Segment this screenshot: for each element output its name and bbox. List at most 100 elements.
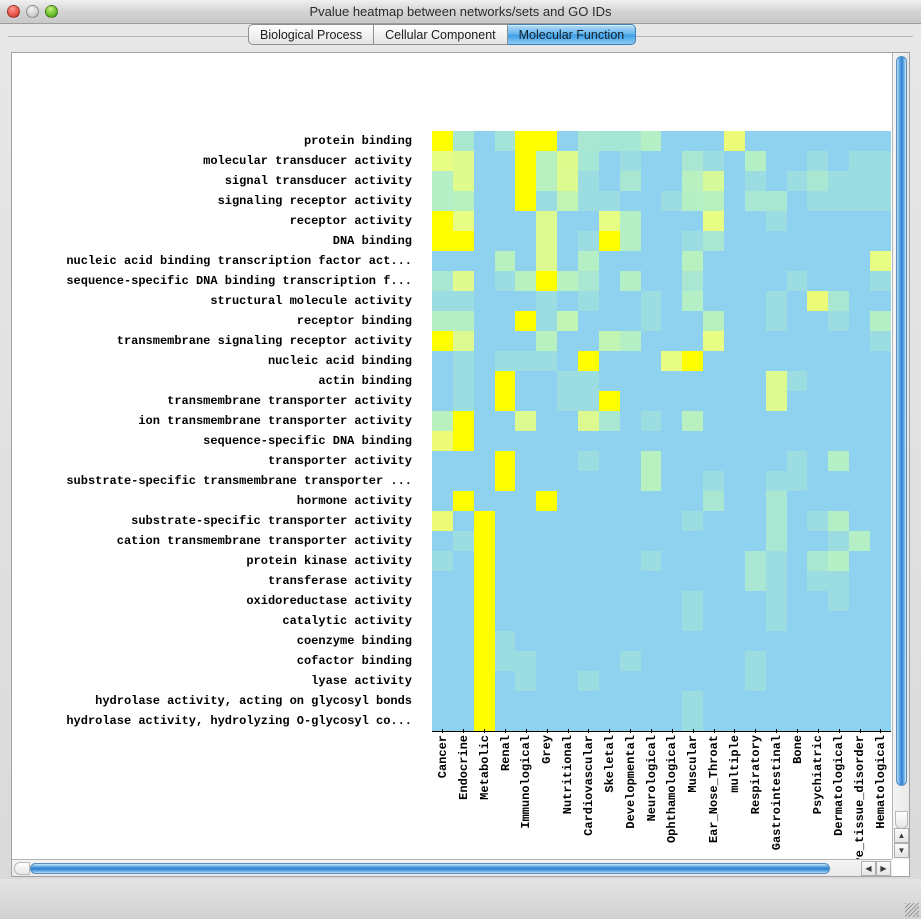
heatmap-cell[interactable] xyxy=(765,531,787,551)
heatmap-cell[interactable] xyxy=(807,451,829,471)
heatmap-cell[interactable] xyxy=(536,511,558,531)
heatmap-cell[interactable] xyxy=(557,391,579,411)
heatmap-cell[interactable] xyxy=(557,611,579,631)
heatmap-cell[interactable] xyxy=(598,471,620,491)
heatmap-cell[interactable] xyxy=(557,511,579,531)
heatmap-cell[interactable] xyxy=(870,371,891,391)
heatmap-cell[interactable] xyxy=(473,371,495,391)
heatmap-cell[interactable] xyxy=(682,231,704,251)
horizontal-scrollbar-thumb[interactable] xyxy=(30,863,830,874)
heatmap-cell[interactable] xyxy=(828,431,850,451)
horizontal-scrollbar[interactable]: ◀ ▶ xyxy=(12,859,892,876)
heatmap-cell[interactable] xyxy=(786,251,808,271)
heatmap-cell[interactable] xyxy=(849,311,871,331)
heatmap-cell[interactable] xyxy=(578,711,599,731)
heatmap-cell[interactable] xyxy=(765,391,787,411)
heatmap-cell[interactable] xyxy=(661,251,683,271)
heatmap-cell[interactable] xyxy=(744,291,766,311)
minimize-button[interactable] xyxy=(26,5,39,18)
heatmap-cell[interactable] xyxy=(536,311,558,331)
heatmap-cell[interactable] xyxy=(432,551,453,571)
heatmap-cell[interactable] xyxy=(849,511,871,531)
heatmap-cell[interactable] xyxy=(807,691,829,711)
heatmap-cell[interactable] xyxy=(473,471,495,491)
heatmap-cell[interactable] xyxy=(703,671,725,691)
heatmap-cell[interactable] xyxy=(807,191,829,211)
heatmap-cell[interactable] xyxy=(849,531,871,551)
heatmap-cell[interactable] xyxy=(765,551,787,571)
heatmap-cell[interactable] xyxy=(598,551,620,571)
heatmap-cell[interactable] xyxy=(870,331,891,351)
heatmap-cell[interactable] xyxy=(452,311,474,331)
heatmap-cell[interactable] xyxy=(432,171,453,191)
heatmap-cell[interactable] xyxy=(744,711,766,731)
heatmap-cell[interactable] xyxy=(578,391,599,411)
heatmap-cell[interactable] xyxy=(870,351,891,371)
heatmap-cell[interactable] xyxy=(494,471,516,491)
heatmap-cell[interactable] xyxy=(807,411,829,431)
heatmap-cell[interactable] xyxy=(619,611,641,631)
heatmap-cell[interactable] xyxy=(703,191,725,211)
heatmap-cell[interactable] xyxy=(703,491,725,511)
heatmap-cell[interactable] xyxy=(682,451,704,471)
heatmap-cell[interactable] xyxy=(703,511,725,531)
heatmap-cell[interactable] xyxy=(682,511,704,531)
heatmap-cell[interactable] xyxy=(452,411,474,431)
heatmap-cell[interactable] xyxy=(849,291,871,311)
heatmap-cell[interactable] xyxy=(786,291,808,311)
heatmap-cell[interactable] xyxy=(515,611,537,631)
heatmap-cell[interactable] xyxy=(452,491,474,511)
heatmap-cell[interactable] xyxy=(536,151,558,171)
heatmap-cell[interactable] xyxy=(598,211,620,231)
heatmap-cell[interactable] xyxy=(807,631,829,651)
heatmap-cell[interactable] xyxy=(682,631,704,651)
heatmap-cell[interactable] xyxy=(619,471,641,491)
heatmap-cell[interactable] xyxy=(432,291,453,311)
vertical-scrollbar-thumb[interactable] xyxy=(896,56,907,786)
heatmap-cell[interactable] xyxy=(661,411,683,431)
heatmap-cell[interactable] xyxy=(536,331,558,351)
heatmap-cell[interactable] xyxy=(432,691,453,711)
heatmap-cell[interactable] xyxy=(452,591,474,611)
heatmap-cell[interactable] xyxy=(807,211,829,231)
heatmap-cell[interactable] xyxy=(598,251,620,271)
heatmap-cell[interactable] xyxy=(515,251,537,271)
heatmap-cell[interactable] xyxy=(786,711,808,731)
heatmap-cell[interactable] xyxy=(598,571,620,591)
heatmap-cell[interactable] xyxy=(515,211,537,231)
heatmap-cell[interactable] xyxy=(515,351,537,371)
heatmap-cell[interactable] xyxy=(703,551,725,571)
heatmap-cell[interactable] xyxy=(682,571,704,591)
heatmap-cell[interactable] xyxy=(473,591,495,611)
heatmap-cell[interactable] xyxy=(557,151,579,171)
heatmap-cell[interactable] xyxy=(432,231,453,251)
heatmap-cell[interactable] xyxy=(598,491,620,511)
resize-grip-icon[interactable] xyxy=(905,903,919,917)
heatmap-cell[interactable] xyxy=(828,691,850,711)
heatmap-cell[interactable] xyxy=(536,531,558,551)
heatmap-cell[interactable] xyxy=(473,491,495,511)
heatmap-cell[interactable] xyxy=(682,471,704,491)
tab-cellular-component[interactable]: Cellular Component xyxy=(374,24,508,45)
heatmap-cell[interactable] xyxy=(786,351,808,371)
heatmap-cell[interactable] xyxy=(849,711,871,731)
heatmap-cell[interactable] xyxy=(744,351,766,371)
heatmap-cell[interactable] xyxy=(849,251,871,271)
heatmap-cell[interactable] xyxy=(724,531,745,551)
heatmap-cell[interactable] xyxy=(744,211,766,231)
heatmap-cell[interactable] xyxy=(703,211,725,231)
heatmap-cell[interactable] xyxy=(515,311,537,331)
heatmap-cell[interactable] xyxy=(619,451,641,471)
heatmap-cell[interactable] xyxy=(515,551,537,571)
heatmap-cell[interactable] xyxy=(724,211,745,231)
heatmap-cell[interactable] xyxy=(640,411,662,431)
heatmap-cell[interactable] xyxy=(828,171,850,191)
heatmap-cell[interactable] xyxy=(724,291,745,311)
heatmap-cell[interactable] xyxy=(598,371,620,391)
heatmap-cell[interactable] xyxy=(578,511,599,531)
heatmap-cell[interactable] xyxy=(536,691,558,711)
heatmap-cell[interactable] xyxy=(828,551,850,571)
heatmap-cell[interactable] xyxy=(786,551,808,571)
heatmap-cell[interactable] xyxy=(724,651,745,671)
heatmap-cell[interactable] xyxy=(578,491,599,511)
